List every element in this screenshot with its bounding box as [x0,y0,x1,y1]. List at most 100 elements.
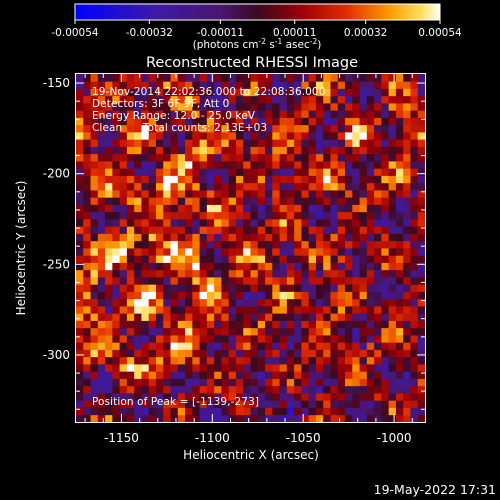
heatmap-cell [257,342,266,350]
heatmap-cell [417,88,426,97]
heatmap-cell [403,197,411,205]
heatmap-cell [221,327,230,336]
heatmap-cell [97,88,106,97]
heatmap-cell [105,197,113,205]
heatmap-cell [214,110,222,118]
heatmap-cell [155,255,164,263]
heatmap-cell [410,371,419,379]
heatmap-cell [97,74,106,82]
heatmap-cell [206,81,215,89]
heatmap-cell [221,313,230,321]
heatmap-cell [359,117,368,126]
heatmap-cell [134,306,142,314]
heatmap-cell [126,313,135,321]
heatmap-cell [352,182,360,191]
heatmap-cell [388,233,397,242]
heatmap-cell [337,168,346,176]
heatmap-cell [272,400,280,408]
heatmap-cell [388,284,397,292]
heatmap-cell [105,190,113,198]
heatmap-cell [294,378,302,387]
heatmap-cell [388,400,397,408]
heatmap-cell [308,342,317,350]
heatmap-cell [265,378,273,387]
heatmap-cell [199,407,208,416]
heatmap-cell [221,81,230,89]
heatmap-cell [105,168,113,176]
x-tick-label: -1150 [104,431,139,445]
heatmap-cell [388,414,397,423]
heatmap-cell [192,88,201,97]
heatmap-cell [112,226,121,234]
heatmap-cell [243,342,251,350]
heatmap-cell [119,103,128,111]
heatmap-cell [417,124,426,133]
heatmap-cell [199,74,208,82]
heatmap-cell [163,95,171,104]
heatmap-cell [83,110,91,118]
heatmap-cell [192,219,201,227]
heatmap-cell [83,168,91,176]
heatmap-cell [177,110,186,118]
heatmap-cell [403,320,411,329]
heatmap-cell [265,240,273,249]
heatmap-cell [250,306,259,314]
heatmap-cell [90,226,99,234]
heatmap-cell [228,81,237,89]
heatmap-cell [294,313,302,321]
heatmap-cell [286,400,295,408]
heatmap-cell [374,349,382,358]
heatmap-cell [141,233,150,242]
heatmap-cell [141,371,150,379]
heatmap-cell [185,284,193,292]
heatmap-cell [214,291,222,300]
heatmap-cell [381,407,390,416]
heatmap-cell [395,298,404,307]
heatmap-cell [83,306,91,314]
heatmap-cell [155,211,164,220]
heatmap-cell [228,117,237,126]
heatmap-cell [126,335,135,343]
heatmap-cell [228,139,237,147]
heatmap-cell [170,197,179,205]
heatmap-cell [272,342,280,350]
heatmap-cell [112,327,121,336]
heatmap-cell [155,313,164,321]
heatmap-cell [177,88,186,97]
heatmap-cell [294,132,302,140]
heatmap-cell [395,146,404,155]
heatmap-cell [330,356,339,365]
heatmap-cell [294,219,302,227]
heatmap-cell [286,146,295,155]
heatmap-cell [243,298,251,307]
heatmap-cell [250,364,259,372]
heatmap-cell [250,240,259,249]
heatmap-cell [345,153,353,162]
heatmap-cell [352,197,360,205]
heatmap-cell [221,132,230,140]
heatmap-cell [76,393,84,401]
heatmap-cell [192,356,201,365]
heatmap-cell [105,74,113,82]
heatmap-cell [301,306,310,314]
heatmap-cell [359,327,368,336]
heatmap-cell [395,255,404,263]
heatmap-cell [323,161,331,169]
heatmap-cell [250,95,259,104]
heatmap-cell [83,240,91,249]
heatmap-cell [323,88,331,97]
heatmap-cell [221,168,230,176]
heatmap-cell [192,298,201,307]
heatmap-cell [381,277,390,285]
heatmap-cell [199,146,208,155]
heatmap-cell [417,284,426,292]
heatmap-cell [410,204,419,213]
heatmap-cell [185,139,193,147]
heatmap-cell [250,168,259,176]
heatmap-cell [337,407,346,416]
heatmap-cell [97,378,106,387]
heatmap-cell [214,117,222,126]
heatmap-cell [192,335,201,343]
heatmap-cell [388,291,397,300]
heatmap-cell [192,393,201,401]
